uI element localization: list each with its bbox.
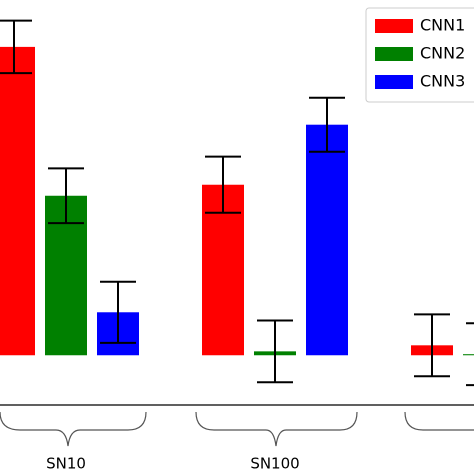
error-bar <box>205 155 241 214</box>
error-bar <box>257 319 293 384</box>
plot-area: SN10SN100N <box>0 19 474 473</box>
bar <box>463 354 474 356</box>
brace <box>0 411 147 447</box>
legend: CNN1 CNN2 CNN3 <box>365 7 474 103</box>
legend-swatch <box>375 75 413 89</box>
legend-label: CNN3 <box>420 72 465 91</box>
bar <box>306 124 348 356</box>
legend-swatch <box>375 47 413 61</box>
braces <box>0 411 474 447</box>
error-bar <box>309 96 345 153</box>
error-bar <box>100 280 136 344</box>
brace <box>404 411 474 431</box>
brace <box>195 411 358 447</box>
legend-swatch <box>375 19 413 33</box>
x-tick-label: SN10 <box>46 455 86 473</box>
error-bar <box>48 167 84 225</box>
bar <box>0 46 35 356</box>
error-bar <box>414 313 450 378</box>
error-bar <box>466 322 474 387</box>
legend-label: CNN2 <box>420 44 465 63</box>
legend-label: CNN1 <box>420 16 465 35</box>
error-bar <box>0 19 32 75</box>
x-tick-label: SN100 <box>250 455 299 473</box>
